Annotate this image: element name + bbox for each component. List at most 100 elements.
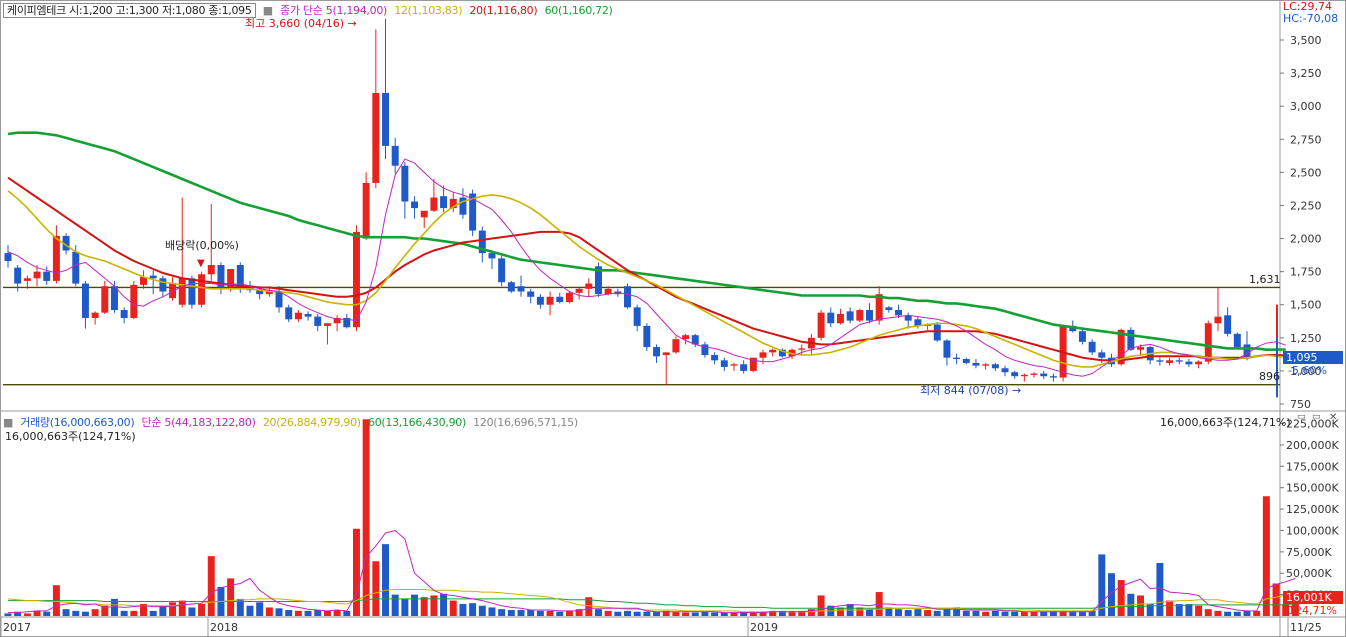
volume-bar (807, 609, 815, 616)
candle-body (1185, 361, 1193, 365)
candle-body (33, 271, 41, 279)
low-label: 최저 844 (07/08) (920, 384, 1009, 397)
candle-body (391, 145, 399, 166)
candle-body (633, 307, 641, 326)
volume-bar (372, 561, 380, 616)
candle-body (982, 364, 990, 366)
volume-bar (275, 608, 283, 616)
candle-body (1175, 360, 1183, 362)
volume-bar (72, 610, 80, 616)
volume-bar (740, 611, 748, 616)
volume-bar (1117, 580, 1125, 616)
volume-bar (633, 611, 641, 616)
volume-bar (256, 602, 264, 616)
volume-tick-label: 75,000K (1286, 546, 1332, 559)
volume-bar (1214, 610, 1222, 616)
candle-body (236, 265, 244, 288)
volume-bar (759, 611, 767, 616)
candle-body (294, 312, 302, 320)
candle-body (836, 313, 844, 324)
volume-bar (536, 610, 544, 616)
candle-body (352, 231, 360, 328)
candle-body (1020, 374, 1028, 377)
volume-tick-label: 225,000K (1286, 418, 1339, 431)
candle-body (1098, 352, 1106, 358)
volume-bar (962, 610, 970, 616)
volume-bar (207, 556, 215, 616)
candle-body (1011, 372, 1019, 377)
volume-bar (459, 604, 467, 616)
candle-body (4, 253, 12, 262)
volume-bar (14, 611, 22, 616)
close-icon[interactable]: ✕ (1329, 412, 1338, 423)
hc-label: HC:-70,08 (1283, 12, 1339, 25)
volume-ma20-line (7, 589, 1296, 613)
candle-body (991, 364, 999, 369)
candle-body (711, 355, 719, 361)
volume-bar (1224, 611, 1232, 616)
volume-bar (81, 611, 89, 616)
volume-bar (943, 609, 951, 616)
volume-bar (488, 607, 496, 616)
candle-body (962, 358, 970, 363)
candle-body (382, 92, 389, 146)
volume-bar (904, 610, 912, 616)
candle-body (769, 349, 777, 353)
volume-bar (1253, 610, 1261, 616)
candle-body (498, 258, 506, 283)
candle-body (91, 312, 99, 318)
stock-info[interactable]: 케이피엠테크 시:1,200 고:1,300 저:1,080 종:1,095 (3, 3, 256, 18)
candle-body (1049, 376, 1057, 378)
candle-body (430, 197, 438, 211)
candle-body (1243, 344, 1251, 359)
candle-body (846, 311, 854, 321)
candle-body (653, 347, 661, 357)
volume-bar (323, 610, 331, 616)
volume-bar (507, 610, 515, 616)
candle-body (1030, 373, 1038, 375)
volume-bar (169, 602, 177, 616)
legend-square-icon: ■ (3, 416, 14, 429)
candle-body (469, 193, 477, 231)
price-tick-label: 3,250 (1290, 67, 1322, 80)
candle-body (565, 292, 573, 303)
volume-bar (1049, 610, 1057, 616)
candle-body (740, 364, 748, 371)
candle-body (1001, 368, 1009, 373)
volume-bar (866, 609, 873, 616)
volume-bar (188, 607, 196, 616)
minimize-icon[interactable]: ▭ (1297, 412, 1306, 422)
maximize-icon[interactable]: ▭ (1312, 412, 1321, 422)
ma20-legend: 20(1,116,80) (469, 4, 538, 17)
candle-body (575, 288, 583, 293)
volume-bar (430, 595, 438, 616)
volume-bar (991, 610, 999, 616)
volume-bar (1069, 611, 1077, 616)
price-tick-label: 2,750 (1290, 133, 1322, 146)
volume-bar (604, 610, 612, 616)
candle-body (972, 362, 980, 366)
volume-bar (682, 612, 690, 616)
candle-body (1040, 373, 1048, 377)
volume-bar (614, 611, 622, 616)
arrow-right-icon: → (1012, 384, 1022, 397)
volume-sub-label: 16,000,663주(124,71%) (5, 430, 136, 443)
volume-bar (120, 610, 128, 616)
volume-bar (246, 605, 254, 616)
volume-bar (33, 610, 41, 616)
candle-body (904, 315, 912, 321)
candle-body (314, 316, 322, 326)
candle-body (527, 291, 535, 297)
volume-bar (1233, 611, 1241, 616)
volume-bar (1020, 611, 1028, 616)
volume-bar (159, 605, 167, 616)
candle-body (798, 348, 806, 350)
candle-body (546, 296, 554, 305)
candle-body (624, 286, 631, 308)
volume-bar (1175, 604, 1183, 616)
volume-bar (1166, 600, 1174, 616)
time-label: 2017 (3, 621, 31, 634)
candle-body (1078, 331, 1086, 342)
volume-ma120-legend: 120(16,696,571,15) (473, 416, 578, 429)
volume-bar (895, 609, 903, 616)
